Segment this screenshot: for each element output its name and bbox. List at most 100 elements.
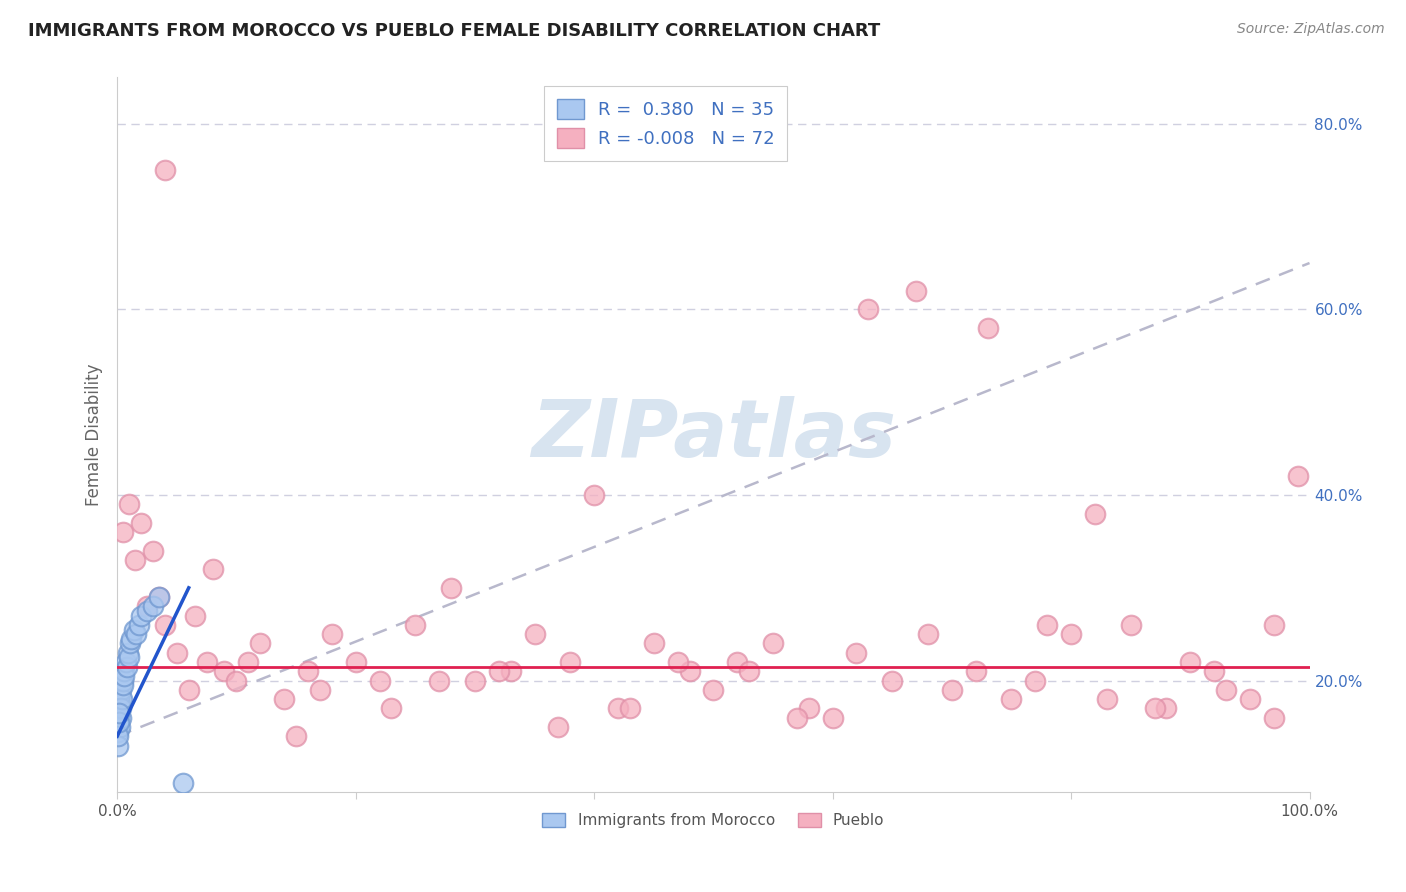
Point [120,636,142,650]
Legend: Immigrants from Morocco, Pueblo: Immigrants from Morocco, Pueblo [536,807,890,834]
Point [148,590,170,604]
Point [121,632,143,646]
Text: ZIPatlas: ZIPatlas [531,396,896,474]
Point [225,673,247,688]
Point [112,669,135,683]
Point [108,688,131,702]
Point [115,659,138,673]
Point [108,706,131,720]
Point [128,618,150,632]
Point [172,775,194,789]
Point [285,729,308,743]
Point [560,655,582,669]
Point [1119,618,1142,632]
Point [321,627,343,641]
Point [464,673,486,688]
Point [107,715,129,730]
Point [344,655,367,669]
Point [786,711,808,725]
Point [762,636,785,650]
Point [678,665,700,679]
Point [309,682,332,697]
Point [404,618,426,632]
Point [110,711,132,725]
Point [107,729,129,743]
Point [118,497,141,511]
Point [114,655,136,669]
Point [125,627,148,641]
Point [738,665,761,679]
Point [112,525,135,540]
Point [1095,692,1118,706]
Point [905,284,928,298]
Point [1156,701,1178,715]
Point [118,650,141,665]
Point [1060,627,1083,641]
Point [917,627,939,641]
Point [110,701,132,715]
Point [488,665,510,679]
Point [107,711,129,725]
Point [797,701,820,715]
Point [136,604,159,618]
Point [821,711,844,725]
Point [108,692,131,706]
Point [129,516,152,530]
Point [142,599,165,614]
Point [845,646,868,660]
Point [666,655,689,669]
Point [976,321,998,335]
Point [499,665,522,679]
Point [1215,682,1237,697]
Point [129,608,152,623]
Point [111,673,134,688]
Point [273,692,295,706]
Y-axis label: Female Disability: Female Disability [86,363,103,506]
Point [882,673,904,688]
Point [107,724,129,739]
Point [108,706,131,720]
Point [177,682,200,697]
Point [941,682,963,697]
Point [643,636,665,650]
Point [1263,618,1285,632]
Point [110,682,132,697]
Point [297,665,319,679]
Point [238,655,260,669]
Point [136,599,159,614]
Point [1084,507,1107,521]
Point [619,701,641,715]
Point [1000,692,1022,706]
Point [607,701,630,715]
Point [440,581,463,595]
Point [1143,701,1166,715]
Point [142,543,165,558]
Point [112,678,135,692]
Point [117,646,139,660]
Point [1024,673,1046,688]
Point [122,623,145,637]
Point [153,618,176,632]
Point [195,655,218,669]
Point [380,701,402,715]
Point [107,739,129,753]
Text: IMMIGRANTS FROM MOROCCO VS PUEBLO FEMALE DISABILITY CORRELATION CHART: IMMIGRANTS FROM MOROCCO VS PUEBLO FEMALE… [28,22,880,40]
Point [368,673,391,688]
Point [965,665,987,679]
Point [183,608,205,623]
Point [214,665,236,679]
Point [153,163,176,178]
Point [1239,692,1261,706]
Point [111,692,134,706]
Point [1263,711,1285,725]
Point [124,553,146,567]
Point [523,627,546,641]
Point [201,562,224,576]
Point [112,665,135,679]
Point [107,715,129,730]
Point [108,697,131,711]
Point [427,673,450,688]
Point [108,720,131,734]
Point [1180,655,1202,669]
Point [1286,469,1309,483]
